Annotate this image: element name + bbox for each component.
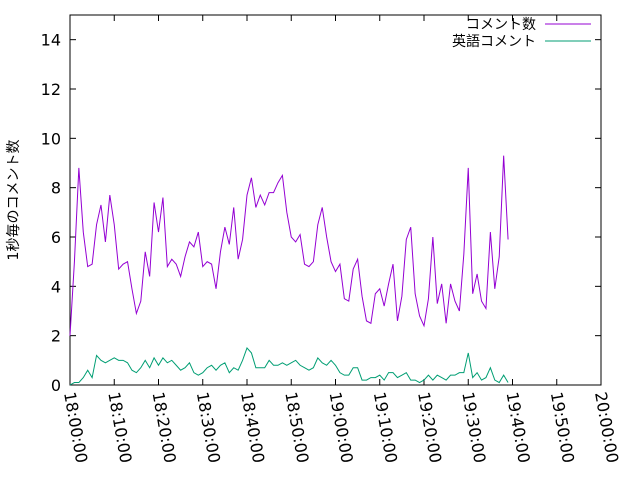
y-tick-label: 12 [41, 80, 61, 99]
x-tick-label: 18:00:00 [60, 390, 91, 464]
x-tick-label: 19:40:00 [503, 390, 534, 464]
legend-label-2: 英語コメント [452, 33, 536, 50]
x-tick-label: 18:50:00 [281, 390, 312, 464]
y-tick-label: 14 [41, 31, 61, 50]
series-group [69, 155, 509, 386]
series-line-1 [69, 155, 509, 336]
x-tick-label: 18:20:00 [149, 390, 180, 464]
y-axis-title: 1秒毎のコメント数 [6, 140, 22, 261]
x-tick-label: 18:40:00 [237, 390, 268, 464]
x-tick-label: 19:50:00 [547, 390, 578, 464]
y-tick-label: 8 [51, 179, 61, 198]
y-tick-label: 6 [51, 228, 61, 247]
y-tick-label: 4 [51, 277, 61, 296]
series-line-2 [69, 347, 509, 386]
y-tick-label: 2 [51, 327, 61, 346]
x-tick-label: 19:20:00 [414, 390, 445, 464]
axes-group [69, 14, 602, 386]
x-tick-label: 19:30:00 [458, 390, 489, 464]
x-tick-label: 19:10:00 [370, 390, 401, 464]
x-tick-label: 18:10:00 [104, 390, 135, 464]
y-tick-label: 0 [51, 376, 61, 395]
y-tick-label: 10 [41, 129, 61, 148]
x-tick-label: 19:00:00 [326, 390, 357, 464]
legend-label-1: コメント数 [466, 17, 536, 33]
x-tick-label: 18:30:00 [193, 390, 224, 464]
x-tick-label: 20:00:00 [591, 390, 622, 464]
ticks-group: 0 2 4 6 8 10 12 14 18:00:00 18:10:00 18:20:00 18:30… [41, 15, 622, 464]
plot-frame [69, 14, 602, 386]
